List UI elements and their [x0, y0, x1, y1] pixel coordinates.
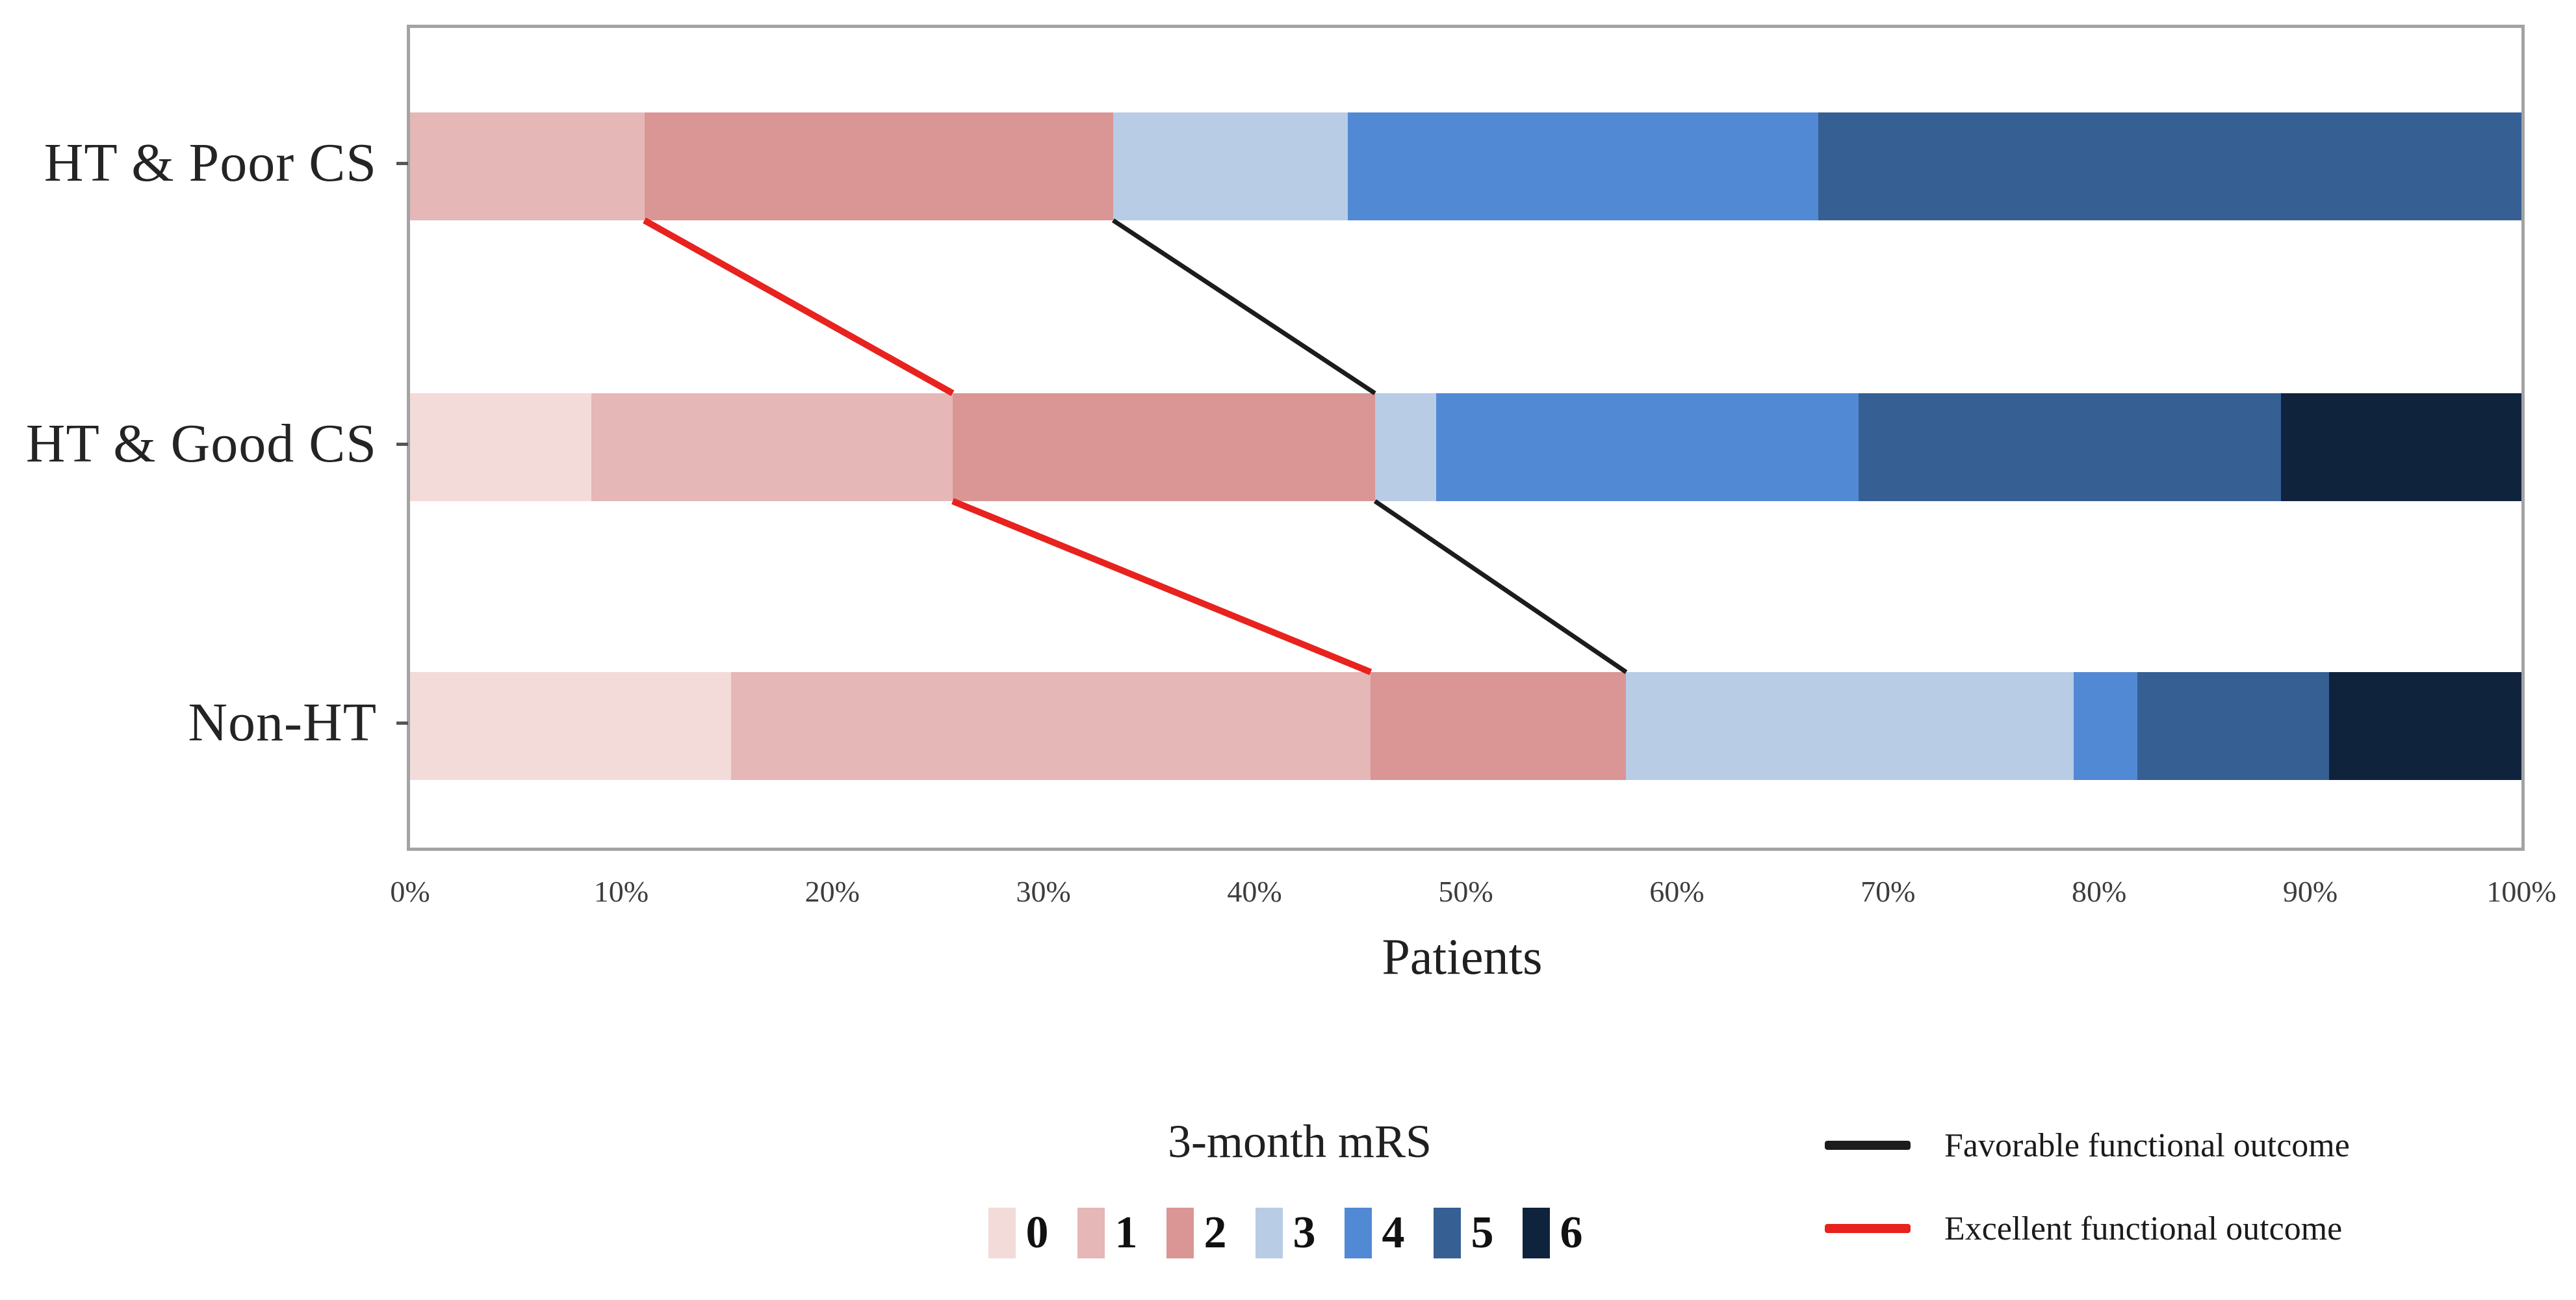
- bar-2-segment-mrs-6: [2329, 672, 2521, 780]
- mrs-swatch-0: [988, 1208, 1016, 1258]
- bar-row-2: [410, 672, 2521, 780]
- category-label-1: HT & Good CS: [25, 413, 377, 474]
- mrs-swatch-1: [1077, 1208, 1105, 1258]
- y-axis-tick-1: [396, 443, 408, 446]
- bar-row-0: [410, 112, 2521, 220]
- mrs-swatch-5: [1433, 1208, 1461, 1258]
- excellent-line-swatch: [1825, 1224, 1911, 1233]
- favorable-line-label: Favorable functional outcome: [1944, 1126, 2350, 1164]
- bar-0-segment-mrs-1: [410, 112, 645, 220]
- mrs-legend-item-1: 1: [1077, 1208, 1138, 1258]
- mrs-legend: 3-month mRS 0 1 2 3 4 5 6: [877, 1113, 1722, 1258]
- bar-0-segment-mrs-4: [1347, 112, 1819, 220]
- x-tick-label-50%: 50%: [1438, 875, 1493, 908]
- excellent-line-segment-1: [951, 498, 1372, 675]
- plot-area: [407, 25, 2525, 851]
- x-tick-label-10%: 10%: [593, 875, 649, 908]
- bar-row-1: [410, 393, 2521, 501]
- x-tick-label-80%: 80%: [2072, 875, 2127, 908]
- bar-0-segment-mrs-5: [1818, 112, 2521, 220]
- mrs-legend-item-5: 5: [1433, 1208, 1494, 1258]
- bar-2-segment-mrs-5: [2137, 672, 2330, 780]
- mrs-swatch-2: [1166, 1208, 1194, 1258]
- mrs-legend-item-3: 3: [1255, 1208, 1316, 1258]
- bar-0-segment-mrs-3: [1113, 112, 1348, 220]
- bar-2-segment-mrs-0: [410, 672, 731, 780]
- y-axis-tick-2: [396, 722, 408, 725]
- bar-2-segment-mrs-2: [1371, 672, 1627, 780]
- mrs-legend-title: 3-month mRS: [1167, 1115, 1432, 1167]
- category-label-0: HT & Poor CS: [44, 133, 377, 193]
- mrs-swatch-label-4: 4: [1382, 1208, 1405, 1258]
- mrs-swatch-6: [1522, 1208, 1550, 1258]
- x-tick-label-40%: 40%: [1227, 875, 1282, 908]
- mrs-swatch-label-1: 1: [1114, 1208, 1138, 1258]
- bar-2-segment-mrs-4: [2074, 672, 2137, 780]
- excellent-line-label: Excellent functional outcome: [1944, 1210, 2343, 1247]
- x-axis-title: Patients: [1382, 928, 1543, 985]
- mrs-swatch-label-2: 2: [1204, 1208, 1227, 1258]
- bar-1-segment-mrs-4: [1436, 393, 1859, 501]
- favorable-line-swatch: [1825, 1141, 1911, 1150]
- outcome-line-legend: Favorable functional outcome Excellent f…: [1825, 1115, 2350, 1282]
- bar-1-segment-mrs-5: [1858, 393, 2281, 501]
- x-tick-label-90%: 90%: [2282, 875, 2338, 908]
- favorable-line-segment-0: [1111, 218, 1376, 395]
- x-tick-label-60%: 60%: [1649, 875, 1705, 908]
- mrs-legend-item-2: 2: [1166, 1208, 1227, 1258]
- bar-1-segment-mrs-6: [2280, 393, 2521, 501]
- bar-2-segment-mrs-1: [730, 672, 1371, 780]
- x-tick-label-70%: 70%: [1861, 875, 1916, 908]
- excellent-line-segment-0: [643, 217, 955, 396]
- mrs-legend-swatches: 0 1 2 3 4 5 6: [877, 1208, 1722, 1258]
- mrs-swatch-label-5: 5: [1471, 1208, 1494, 1258]
- mrs-swatch-label-3: 3: [1293, 1208, 1316, 1258]
- mrs-legend-item-6: 6: [1522, 1208, 1583, 1258]
- mrs-swatch-label-0: 0: [1025, 1208, 1049, 1258]
- favorable-line-segment-1: [1373, 499, 1628, 674]
- favorable-outcome-legend-row: Favorable functional outcome: [1825, 1115, 2350, 1175]
- mrs-legend-item-4: 4: [1344, 1208, 1405, 1258]
- bar-1-segment-mrs-3: [1374, 393, 1436, 501]
- mrs-legend-item-0: 0: [988, 1208, 1049, 1258]
- x-tick-label-0%: 0%: [390, 875, 430, 908]
- bar-0-segment-mrs-2: [644, 112, 1113, 220]
- mrs-swatch-4: [1344, 1208, 1372, 1258]
- outcome-lines-overlay: [643, 217, 1628, 675]
- bar-1-segment-mrs-1: [591, 393, 953, 501]
- y-axis-tick-0: [396, 162, 408, 165]
- x-tick-label-100%: 100%: [2486, 875, 2557, 908]
- x-tick-label-30%: 30%: [1016, 875, 1071, 908]
- mrs-swatch-3: [1255, 1208, 1283, 1258]
- plot-inner: [410, 28, 2521, 848]
- x-tick-label-20%: 20%: [805, 875, 860, 908]
- bar-1-segment-mrs-0: [410, 393, 592, 501]
- excellent-outcome-legend-row: Excellent functional outcome: [1825, 1199, 2350, 1258]
- category-label-2: Non-HT: [188, 692, 377, 753]
- bar-2-segment-mrs-3: [1626, 672, 2074, 780]
- bar-1-segment-mrs-2: [952, 393, 1375, 501]
- mrs-swatch-label-6: 6: [1560, 1208, 1583, 1258]
